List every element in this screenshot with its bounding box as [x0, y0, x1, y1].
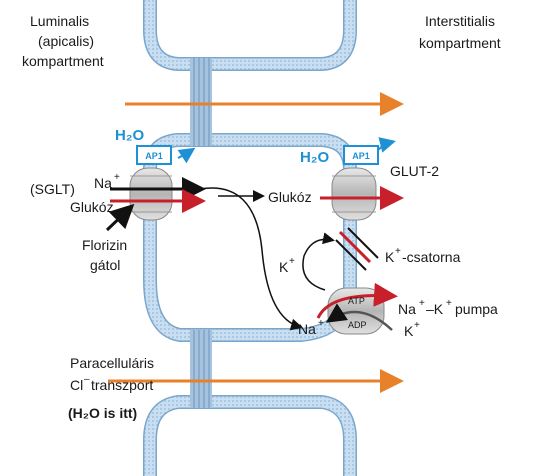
na-left-sup: + [114, 172, 120, 183]
na-transport-curve [199, 187, 303, 331]
paracell-label-2-sup: – [84, 374, 90, 385]
na-left-label: Na [94, 175, 112, 191]
ap1-right-box: AP1 [343, 145, 379, 165]
florizin-arrow [105, 203, 135, 232]
paracell-label-2: Cl [70, 377, 83, 393]
h2o-note-label: (H₂O is itt) [68, 405, 137, 421]
luminal-label-3: kompartment [22, 53, 104, 69]
atp-label: ATP [348, 296, 365, 306]
pump-na-sup: + [419, 298, 425, 309]
pump-k-label: –K [426, 301, 444, 317]
interstitial-label-2: kompartment [419, 35, 501, 51]
pump-rest-label: pumpa [455, 301, 498, 317]
k-below-sup: + [414, 320, 420, 331]
sglt-label: (SGLT) [30, 181, 75, 197]
k-below-label: K [404, 323, 414, 339]
ap1-left-box: AP1 [136, 145, 172, 165]
interstitial-label-1: Interstitialis [425, 13, 495, 29]
k-channel-sup: + [395, 246, 401, 257]
ap1-left-label: AP1 [145, 151, 163, 161]
tight-junction-top [190, 58, 212, 146]
pump-k-sup: + [446, 298, 452, 309]
florizin-label-1: Florizin [82, 237, 127, 253]
na-bottom-sup: + [318, 318, 324, 329]
paracell-label-2-rest: transzport [91, 377, 153, 393]
k-left-label: K [279, 259, 289, 275]
h2o-right-arrow [377, 137, 396, 153]
paracell-label-1: Paracelluláris [70, 355, 154, 371]
adp-label: ADP [348, 320, 367, 330]
k-left-sup: + [289, 256, 295, 267]
ap1-right-label: AP1 [352, 151, 370, 161]
florizin-label-2: gátol [90, 257, 120, 273]
pump-na-label: Na [398, 301, 416, 317]
h2o-left-arrow [177, 147, 196, 164]
luminal-label-2: (apicalis) [38, 33, 94, 49]
luminal-label-1: Luminalis [30, 13, 89, 29]
k-recycle-arrow [302, 232, 335, 291]
h2o-right-label: H₂O [300, 149, 329, 166]
h2o-left-label: H₂O [115, 127, 144, 144]
k-channel [335, 227, 379, 271]
na-bottom-label: Na [298, 321, 316, 337]
tight-junction-bottom [190, 330, 212, 408]
right-cell-membrane [200, 0, 357, 476]
glut2-label: GLUT-2 [390, 163, 439, 179]
glucose-mid-label: Glukóz [268, 189, 312, 205]
left-cell-membrane [143, 0, 200, 476]
sglt-carrier [129, 167, 173, 221]
na-k-pump [316, 282, 398, 335]
glut2-carrier [331, 167, 377, 221]
k-channel-label: K [385, 249, 395, 265]
glucose-left-label: Glukóz [70, 199, 114, 215]
k-channel-rest: -csatorna [402, 249, 461, 265]
